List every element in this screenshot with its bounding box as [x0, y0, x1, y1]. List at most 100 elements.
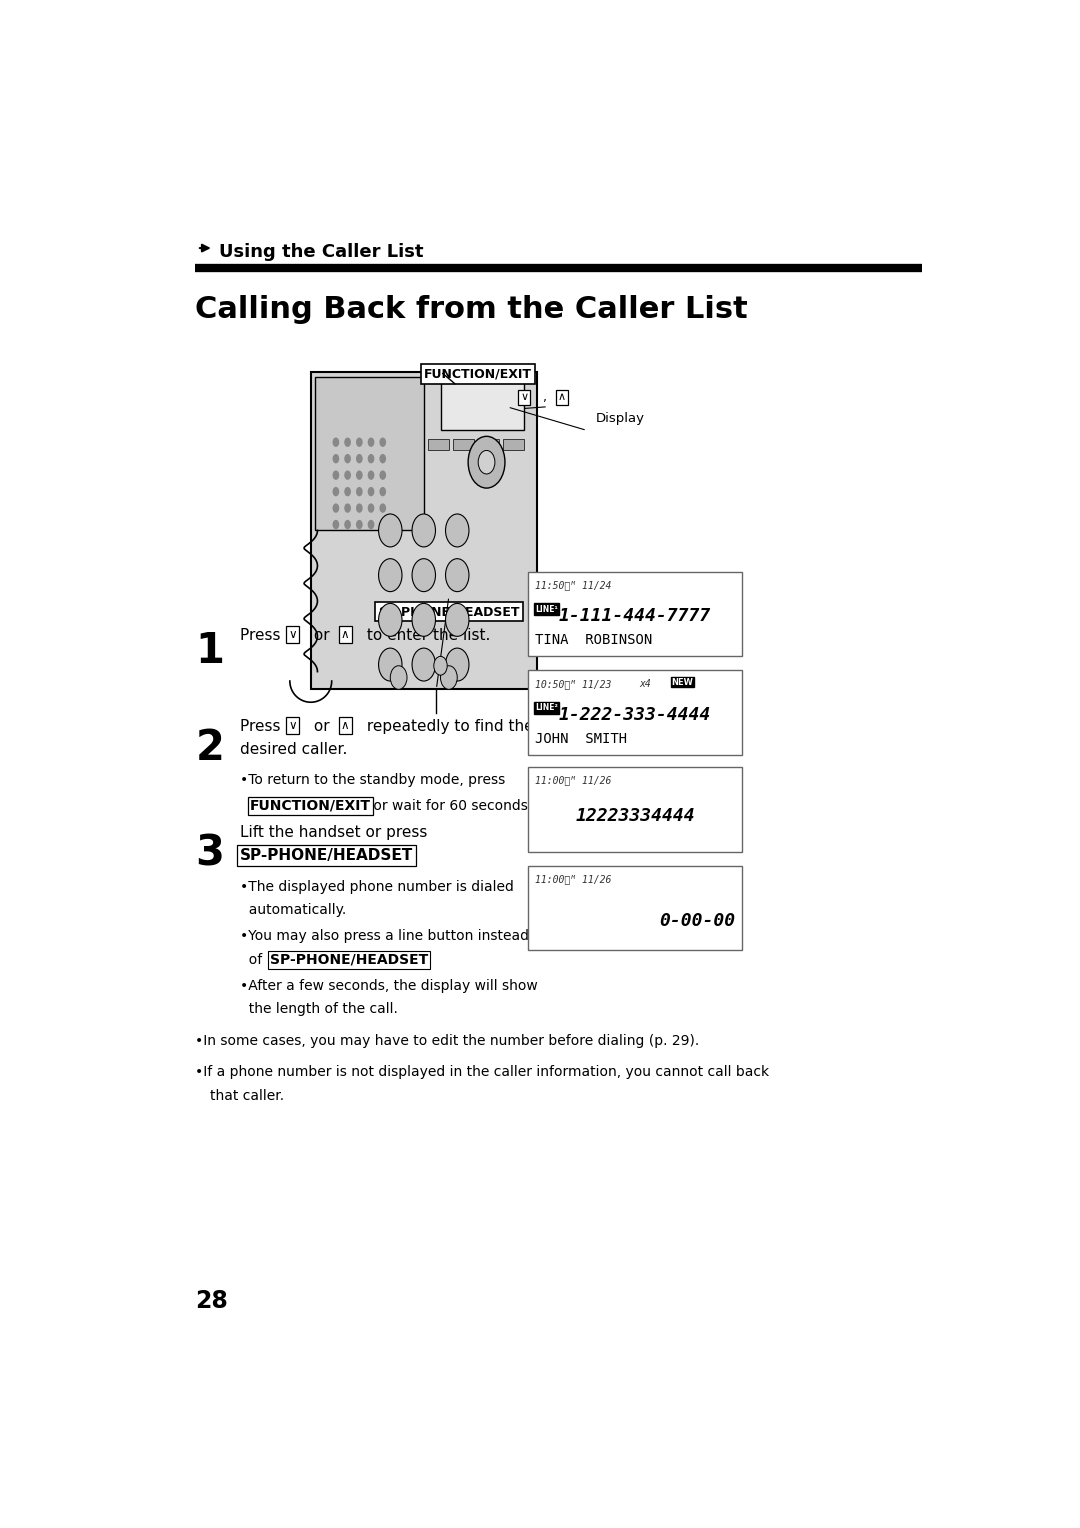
Circle shape: [345, 454, 351, 463]
Text: SP-PHONE/HEADSET: SP-PHONE/HEADSET: [240, 848, 413, 863]
Text: 11:50ᴀᴹ 11/24: 11:50ᴀᴹ 11/24: [535, 579, 611, 590]
Circle shape: [379, 503, 387, 513]
Text: ∧: ∧: [341, 628, 350, 642]
Text: •After a few seconds, the display will show: •After a few seconds, the display will s…: [240, 979, 538, 993]
FancyBboxPatch shape: [528, 866, 742, 950]
Text: 2: 2: [195, 727, 225, 769]
Circle shape: [356, 437, 363, 446]
FancyBboxPatch shape: [528, 571, 742, 657]
Circle shape: [367, 487, 375, 497]
Text: SP-PHONE/HEADSET: SP-PHONE/HEADSET: [378, 605, 519, 619]
Text: 1-111-444-7777: 1-111-444-7777: [558, 607, 711, 625]
Text: x4: x4: [639, 678, 651, 689]
Circle shape: [333, 520, 339, 529]
Circle shape: [379, 559, 402, 591]
Text: desired caller.: desired caller.: [240, 743, 347, 758]
Circle shape: [379, 487, 387, 497]
Circle shape: [379, 604, 402, 636]
Circle shape: [446, 559, 469, 591]
Circle shape: [446, 604, 469, 636]
Text: Press: Press: [240, 628, 285, 643]
Polygon shape: [315, 377, 423, 530]
Text: •The displayed phone number is dialed: •The displayed phone number is dialed: [240, 880, 513, 894]
Text: automatically.: automatically.: [240, 903, 346, 917]
Text: to enter the list.: to enter the list.: [362, 628, 490, 643]
Text: ∧: ∧: [341, 718, 350, 732]
Text: or: or: [309, 718, 335, 733]
Circle shape: [379, 520, 387, 529]
Text: 0-00-00: 0-00-00: [659, 912, 735, 931]
Circle shape: [446, 648, 469, 681]
FancyBboxPatch shape: [528, 767, 742, 851]
Circle shape: [333, 487, 339, 497]
Circle shape: [367, 454, 375, 463]
Text: 28: 28: [195, 1288, 228, 1313]
Text: 10:50ᴀᴹ 11/23: 10:50ᴀᴹ 11/23: [535, 678, 611, 689]
Circle shape: [367, 471, 375, 480]
Polygon shape: [441, 377, 524, 431]
Text: JOHN  SMITH: JOHN SMITH: [535, 732, 627, 746]
Circle shape: [356, 520, 363, 529]
Text: 11:00ᴀᴹ 11/26: 11:00ᴀᴹ 11/26: [535, 775, 611, 785]
Text: repeatedly to find the: repeatedly to find the: [362, 718, 534, 733]
Text: FUNCTION/EXIT: FUNCTION/EXIT: [424, 367, 532, 380]
Text: Lift the handset or press: Lift the handset or press: [240, 825, 427, 839]
Text: ∧: ∧: [557, 393, 566, 402]
Circle shape: [367, 437, 375, 446]
Text: that caller.: that caller.: [211, 1089, 284, 1103]
Circle shape: [390, 666, 407, 689]
Text: SP-PHONE/HEADSET: SP-PHONE/HEADSET: [270, 953, 428, 967]
Text: •You may also press a line button instead: •You may also press a line button instea…: [240, 929, 528, 943]
Text: TINA  ROBINSON: TINA ROBINSON: [535, 633, 652, 646]
Circle shape: [333, 454, 339, 463]
Polygon shape: [478, 439, 499, 451]
Text: ∨: ∨: [288, 718, 297, 732]
Circle shape: [367, 520, 375, 529]
Circle shape: [367, 503, 375, 513]
Polygon shape: [311, 371, 537, 689]
Text: Display: Display: [595, 413, 645, 425]
Polygon shape: [454, 439, 474, 451]
Polygon shape: [503, 439, 524, 451]
Circle shape: [345, 437, 351, 446]
Text: •To return to the standby mode, press: •To return to the standby mode, press: [240, 773, 504, 787]
Circle shape: [345, 520, 351, 529]
Text: ,: ,: [543, 391, 548, 403]
Text: LINE¹: LINE¹: [535, 605, 558, 614]
Circle shape: [446, 513, 469, 547]
Circle shape: [478, 451, 495, 474]
Circle shape: [413, 604, 435, 636]
Circle shape: [413, 513, 435, 547]
Circle shape: [379, 513, 402, 547]
Circle shape: [356, 454, 363, 463]
Circle shape: [413, 559, 435, 591]
Text: •If a phone number is not displayed in the caller information, you cannot call b: •If a phone number is not displayed in t…: [195, 1065, 769, 1079]
Text: 12223334444: 12223334444: [576, 807, 694, 825]
Circle shape: [379, 648, 402, 681]
Circle shape: [356, 503, 363, 513]
Text: ∨: ∨: [288, 628, 297, 642]
Circle shape: [379, 471, 387, 480]
Circle shape: [345, 471, 351, 480]
Text: •In some cases, you may have to edit the number before dialing (p. 29).: •In some cases, you may have to edit the…: [195, 1034, 700, 1048]
Text: LINE²: LINE²: [535, 703, 558, 712]
Circle shape: [356, 487, 363, 497]
Text: of: of: [240, 953, 267, 967]
Circle shape: [468, 437, 505, 487]
Circle shape: [379, 454, 387, 463]
Text: Press: Press: [240, 718, 285, 733]
Circle shape: [345, 503, 351, 513]
Circle shape: [345, 487, 351, 497]
Circle shape: [413, 648, 435, 681]
Text: Calling Back from the Caller List: Calling Back from the Caller List: [195, 295, 748, 324]
Text: 1: 1: [195, 631, 225, 672]
Text: 1-222-333-4444: 1-222-333-4444: [558, 706, 711, 724]
Circle shape: [356, 471, 363, 480]
Text: NEW: NEW: [672, 677, 693, 686]
Text: or: or: [309, 628, 335, 643]
Text: the length of the call.: the length of the call.: [240, 1002, 397, 1016]
FancyBboxPatch shape: [528, 671, 742, 755]
Circle shape: [333, 471, 339, 480]
Circle shape: [379, 437, 387, 446]
Text: .: .: [397, 848, 402, 863]
